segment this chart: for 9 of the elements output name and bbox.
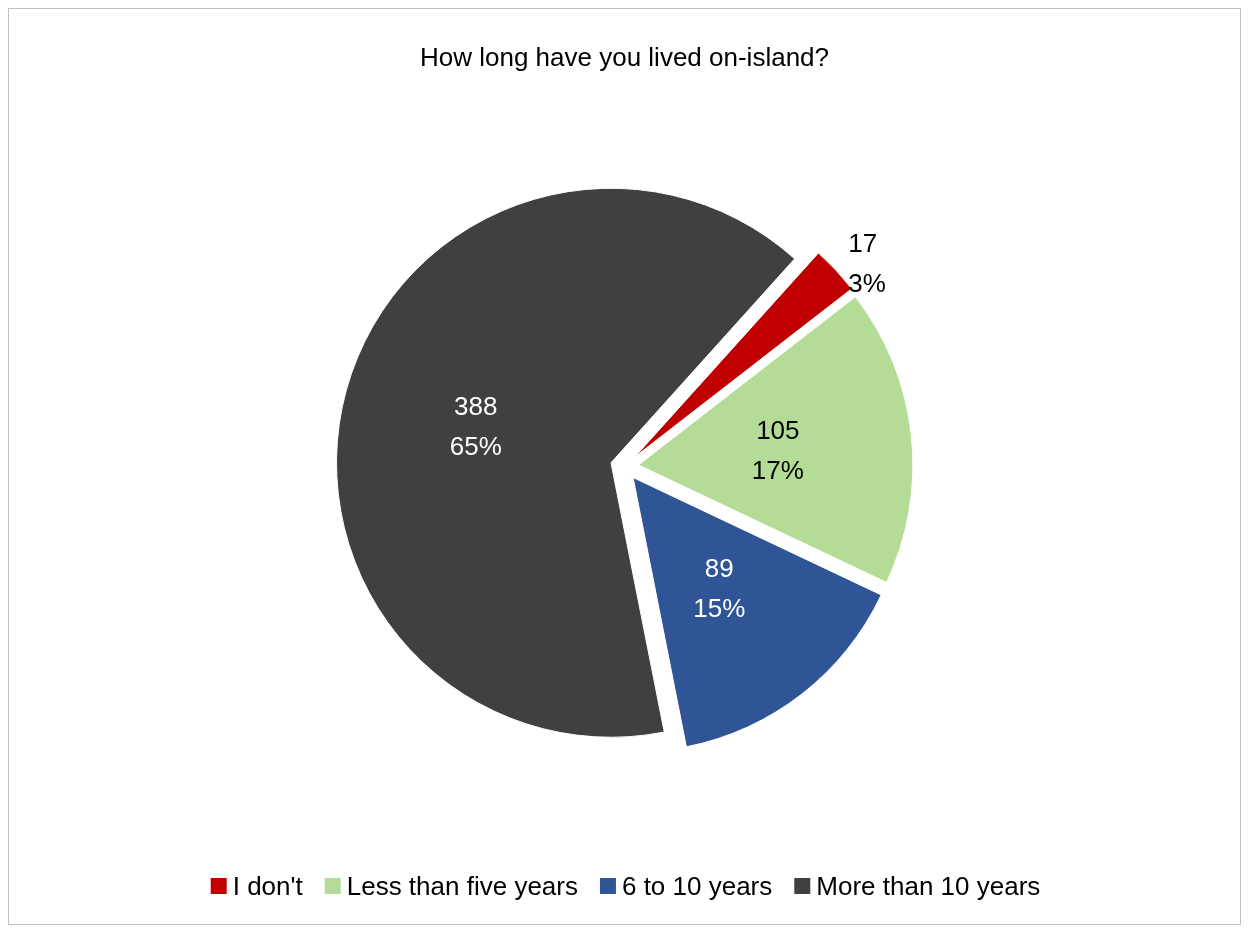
legend-label: 6 to 10 years — [621, 871, 773, 901]
legend-label: Less than five years — [346, 871, 578, 901]
data-label: 17 3% — [848, 228, 886, 299]
legend-label: More than 10 years — [816, 871, 1041, 901]
chart-title: How long have you lived on-island? — [419, 42, 830, 72]
data-label: 89 15% — [693, 553, 746, 624]
data-label: 105 17% — [751, 414, 804, 485]
legend-label: I don't — [232, 871, 304, 901]
data-label: 388 65% — [449, 390, 502, 461]
